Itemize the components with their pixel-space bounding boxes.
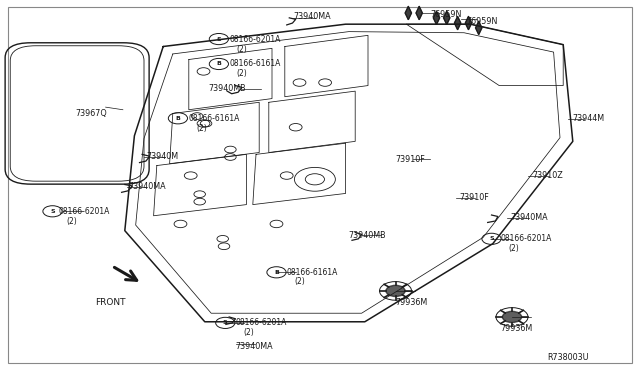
Text: (2): (2) [196,124,207,133]
Text: 73910F: 73910F [396,155,425,164]
Polygon shape [476,21,482,35]
Text: S: S [216,36,221,42]
Text: 73940M: 73940M [146,153,178,161]
Text: 73944M: 73944M [573,114,605,123]
Text: 79936M: 79936M [396,298,428,307]
Text: 73940MA: 73940MA [236,342,273,351]
Text: 73910F: 73910F [460,193,489,202]
Text: 08166-6201A: 08166-6201A [236,318,287,327]
Text: 08166-6161A: 08166-6161A [287,268,338,277]
Polygon shape [454,16,461,30]
Text: 08166-6161A: 08166-6161A [189,114,240,123]
Text: 73940MA: 73940MA [128,182,166,191]
Text: B: B [175,116,180,121]
Text: 73940MA: 73940MA [293,12,331,21]
Text: S: S [489,236,494,241]
Text: 08166-6161A: 08166-6161A [229,60,280,68]
Polygon shape [433,11,440,25]
Text: 08166-6201A: 08166-6201A [59,207,110,216]
Text: 76959N: 76959N [430,10,461,19]
Text: B: B [216,61,221,67]
Circle shape [502,311,522,323]
Text: (2): (2) [67,217,77,226]
Text: 73940MB: 73940MB [349,231,387,240]
Text: 79936M: 79936M [500,324,532,333]
Polygon shape [465,16,472,30]
Text: (2): (2) [294,278,305,286]
Polygon shape [444,11,450,25]
Text: 08166-6201A: 08166-6201A [229,35,280,44]
Text: 08166-6201A: 08166-6201A [500,234,552,243]
Text: FRONT: FRONT [95,298,125,307]
Polygon shape [416,6,422,20]
Text: (2): (2) [509,244,520,253]
Text: (2): (2) [237,69,248,78]
Text: R738003U: R738003U [547,353,589,362]
Text: 73910Z: 73910Z [532,171,563,180]
Text: 73967Q: 73967Q [76,109,108,118]
Text: S: S [50,209,55,214]
Text: 76959N: 76959N [466,17,497,26]
Text: (2): (2) [243,328,254,337]
Polygon shape [405,6,412,20]
Text: 73940MA: 73940MA [511,213,548,222]
Text: B: B [274,270,279,275]
Text: 73940MB: 73940MB [208,84,246,93]
Text: (2): (2) [237,45,248,54]
Circle shape [386,285,405,296]
Text: S: S [223,320,228,326]
